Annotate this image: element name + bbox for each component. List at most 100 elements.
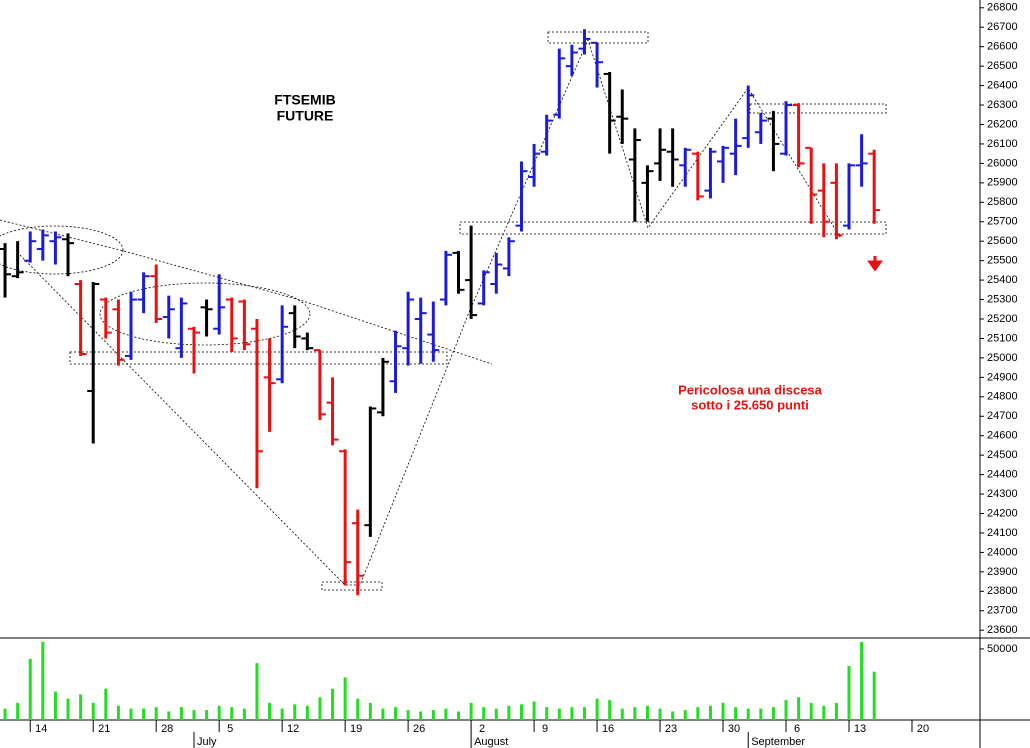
drawings [0, 31, 887, 591]
volume-bar [205, 710, 209, 720]
y-tick-label: 23600 [987, 624, 1018, 636]
volume-bar [419, 711, 423, 720]
y-tick-label: 24200 [987, 507, 1018, 519]
volume-bar [834, 702, 838, 720]
volume-bar [293, 704, 297, 720]
x-tick-label: 26 [413, 723, 425, 735]
volume-bar [595, 698, 599, 720]
volume-bar [494, 708, 498, 720]
x-tick-label: 13 [854, 723, 866, 735]
volume-bar [444, 708, 448, 720]
volume-bar [671, 711, 675, 720]
annotation: Pericolosa una discesa [678, 382, 823, 397]
y-tick-label: 23900 [987, 566, 1018, 578]
volume-bar [620, 708, 624, 720]
y-tick-label: 24300 [987, 488, 1018, 500]
y-tick-label: 23700 [987, 605, 1018, 617]
volume-bar [16, 702, 20, 720]
x-tick-label: 19 [350, 723, 362, 735]
x-tick-label: 21 [98, 723, 110, 735]
volume-bar [645, 705, 649, 720]
y-tick-label: 24000 [987, 546, 1018, 558]
volume-bar [230, 707, 234, 720]
volume-bar [822, 705, 826, 720]
volume-bar [331, 688, 335, 720]
volume-bar [532, 701, 536, 720]
volume-bar [268, 702, 272, 720]
volume-bar [696, 707, 700, 720]
x-tick-label: 20 [917, 723, 929, 735]
x-tick-label: 28 [161, 723, 173, 735]
y-tick-label: 25100 [987, 332, 1018, 344]
volume-bar [142, 708, 146, 720]
x-tick-label: 30 [728, 723, 740, 735]
x-tick-label: 6 [794, 723, 800, 735]
volume-bar [683, 710, 687, 720]
volume-bar [872, 671, 876, 720]
volume-bar [116, 705, 120, 720]
volume-bar [734, 707, 738, 720]
y-tick-label: 24600 [987, 430, 1018, 442]
volume-bar [457, 711, 461, 720]
month-label: September [751, 736, 805, 748]
volume-bar [507, 705, 511, 720]
volume-bar [167, 711, 171, 720]
volume-bar [482, 707, 486, 720]
x-tick-label: 16 [602, 723, 614, 735]
volume-bar [784, 700, 788, 720]
x-tick-label: 9 [542, 723, 548, 735]
y-tick-label: 25900 [987, 177, 1018, 189]
x-tick-label: 5 [227, 723, 233, 735]
volume-bar [469, 702, 473, 720]
y-tick-label: 26100 [987, 138, 1018, 150]
volume-bar [759, 708, 763, 720]
volume-bar [557, 708, 561, 720]
y-tick-label: 25400 [987, 274, 1018, 286]
y-tick-label: 26200 [987, 118, 1018, 130]
y-tick-label: 26700 [987, 21, 1018, 33]
down-arrow [867, 256, 883, 272]
volume-bar [797, 697, 801, 720]
y-tick-label: 50000 [987, 643, 1018, 655]
y-tick-label: 25300 [987, 293, 1018, 305]
y-tick-label: 24800 [987, 391, 1018, 403]
volume-bar [406, 710, 410, 720]
y-tick-label: 25700 [987, 216, 1018, 228]
volume-bar [255, 663, 259, 720]
title: FTSEMIB [274, 92, 335, 108]
volume-bar [721, 702, 725, 720]
volume-bar [154, 707, 158, 720]
volume-bar [394, 707, 398, 720]
y-tick-label: 24400 [987, 469, 1018, 481]
x-tick-label: 12 [287, 723, 299, 735]
volume-bar [545, 707, 549, 720]
month-label: August [474, 736, 508, 748]
volume-bar [356, 698, 360, 720]
volume-bar [431, 710, 435, 720]
volume-bar [91, 702, 95, 720]
title: FUTURE [277, 108, 334, 124]
volume-bar [570, 707, 574, 720]
volume-bar [242, 708, 246, 720]
volume-bar [28, 658, 32, 720]
y-tick-label: 26600 [987, 41, 1018, 53]
volume-bar [746, 708, 750, 720]
volume-bar [771, 707, 775, 720]
y-tick-label: 24500 [987, 449, 1018, 461]
volume-bar [305, 705, 309, 720]
volume-bar [66, 698, 70, 720]
volume-bar [708, 705, 712, 720]
volume-bar [343, 677, 347, 720]
volume-bar [368, 702, 372, 720]
y-tick-label: 26400 [987, 79, 1018, 91]
volume-bar [582, 707, 586, 720]
y-tick-label: 24100 [987, 527, 1018, 539]
volume-bar [381, 708, 385, 720]
x-tick-label: 14 [35, 723, 47, 735]
x-tick-label: 2 [479, 723, 485, 735]
y-tick-label: 25800 [987, 196, 1018, 208]
y-tick-label: 24900 [987, 371, 1018, 383]
volume-bar [860, 641, 864, 720]
y-tick-label: 25600 [987, 235, 1018, 247]
y-tick-label: 26500 [987, 60, 1018, 72]
